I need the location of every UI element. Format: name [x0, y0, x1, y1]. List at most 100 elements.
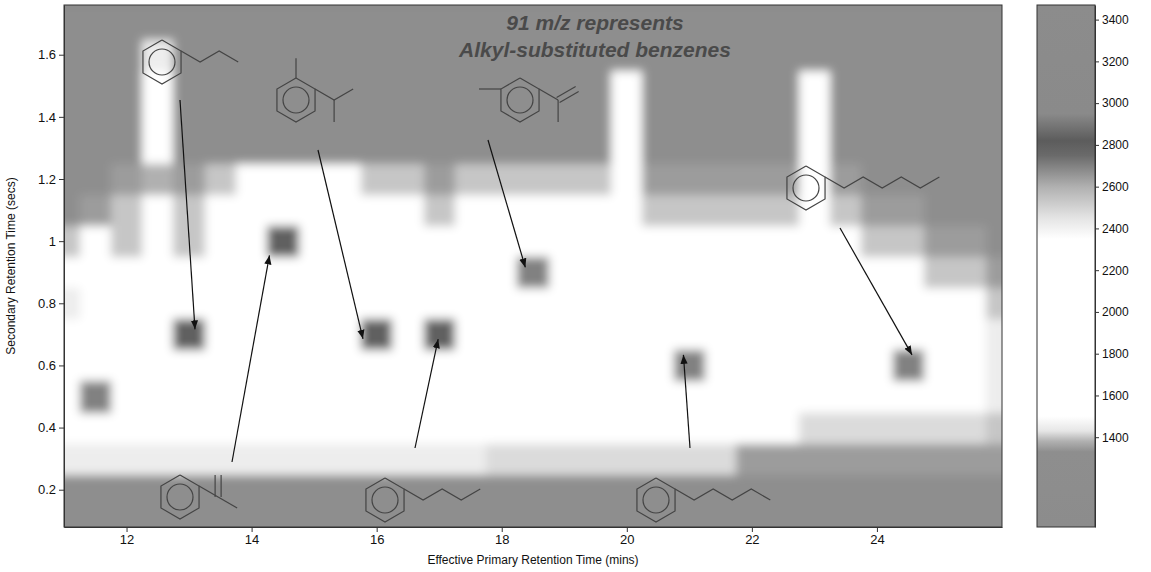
- heat-cell: [236, 8, 268, 40]
- tick-label: 1: [49, 234, 56, 249]
- heat-cell: [236, 381, 268, 413]
- heat-cell: [205, 39, 237, 71]
- tick: 18: [495, 527, 509, 547]
- heat-cell: [580, 505, 612, 527]
- heat-cell: [830, 132, 862, 164]
- heat-cell: [861, 381, 893, 413]
- heat-cell: [486, 288, 518, 320]
- heat-cell: [893, 132, 925, 164]
- heat-cell: [830, 381, 862, 413]
- heat-cell: [549, 257, 581, 289]
- heat-cell: [768, 226, 800, 258]
- heat-cell: [611, 70, 643, 102]
- heat-cell: [986, 226, 1002, 258]
- heat-cell: [736, 381, 768, 413]
- heat-cell: [80, 443, 112, 475]
- heat-cell: [955, 288, 987, 320]
- heat-cell: [361, 288, 393, 320]
- heat-cell: [705, 319, 737, 351]
- double-bond: [215, 475, 216, 497]
- bond: [295, 58, 296, 78]
- peak-arrow: [488, 140, 525, 267]
- heat-cell: [642, 505, 674, 527]
- heat-cell: [236, 505, 268, 527]
- heat-cell: [80, 101, 112, 133]
- heat-cell: [173, 288, 205, 320]
- heat-cell: [736, 195, 768, 227]
- heat-cell: [80, 505, 112, 527]
- heat-cell: [611, 319, 643, 351]
- peak-arrow: [232, 255, 269, 462]
- heat-cell: [205, 443, 237, 475]
- cells: [64, 8, 1002, 527]
- tick-label: 2400: [1102, 222, 1129, 236]
- heat-cell: [580, 132, 612, 164]
- heat-cell: [924, 505, 956, 527]
- heat-cell: [799, 8, 831, 40]
- heat-cell: [830, 505, 862, 527]
- heat-cell: [392, 350, 424, 382]
- tick-label: 24: [870, 532, 884, 547]
- heat-cell: [893, 319, 925, 351]
- heat-cell: [893, 443, 925, 475]
- heat-cell: [299, 505, 331, 527]
- heat-cell: [549, 163, 581, 195]
- heat-cell: [64, 319, 80, 351]
- heat-cell: [799, 474, 831, 506]
- heat-cell: [455, 163, 487, 195]
- heat-cell: [986, 319, 1002, 351]
- heat-cell: [768, 350, 800, 382]
- tick-mark: [1095, 145, 1099, 146]
- heat-cell: [142, 443, 174, 475]
- heat-cell: [80, 350, 112, 382]
- heat-cell: [893, 474, 925, 506]
- heat-cell: [80, 381, 112, 413]
- heat-cell: [517, 195, 549, 227]
- heat-cell: [173, 474, 205, 506]
- heat-cell: [361, 319, 393, 351]
- heat-cell: [986, 505, 1002, 527]
- heat-cell: [830, 195, 862, 227]
- tick-mark: [1095, 228, 1099, 229]
- heat-cell: [455, 443, 487, 475]
- heat-cell: [455, 195, 487, 227]
- heat-cell: [893, 39, 925, 71]
- heat-cell: [267, 257, 299, 289]
- heat-cell: [111, 412, 143, 444]
- heat-cell: [80, 132, 112, 164]
- heat-cell: [674, 195, 706, 227]
- tick: 3400: [1095, 13, 1129, 27]
- heat-cell: [674, 381, 706, 413]
- heat-cell: [205, 70, 237, 102]
- peak-arrow: [318, 150, 363, 339]
- heat-cell: [392, 257, 424, 289]
- heat-cell: [486, 226, 518, 258]
- heat-cell: [674, 505, 706, 527]
- heat-cell: [642, 257, 674, 289]
- heat-cell: [924, 101, 956, 133]
- heat-cell: [580, 474, 612, 506]
- peak-arrow: [683, 355, 690, 448]
- annotation: 91 m/z represents: [506, 11, 683, 34]
- heat-cell: [267, 39, 299, 71]
- heat-cell: [267, 443, 299, 475]
- heat-cell: [924, 412, 956, 444]
- ring: [143, 40, 181, 84]
- heat-cell: [80, 257, 112, 289]
- heat-cell: [642, 226, 674, 258]
- heat-cell: [736, 505, 768, 527]
- heat-cell: [893, 288, 925, 320]
- tick-mark: [1095, 437, 1099, 438]
- tick-mark: [59, 490, 64, 491]
- heat-cell: [267, 505, 299, 527]
- heat-cell: [392, 70, 424, 102]
- heat-cell: [267, 163, 299, 195]
- heat-cell: [674, 350, 706, 382]
- tick: 3000: [1095, 96, 1129, 110]
- heat-cell: [173, 163, 205, 195]
- heat-cell: [674, 163, 706, 195]
- heat-cell: [236, 195, 268, 227]
- heat-cell: [893, 70, 925, 102]
- heat-cell: [392, 101, 424, 133]
- heat-cell: [455, 350, 487, 382]
